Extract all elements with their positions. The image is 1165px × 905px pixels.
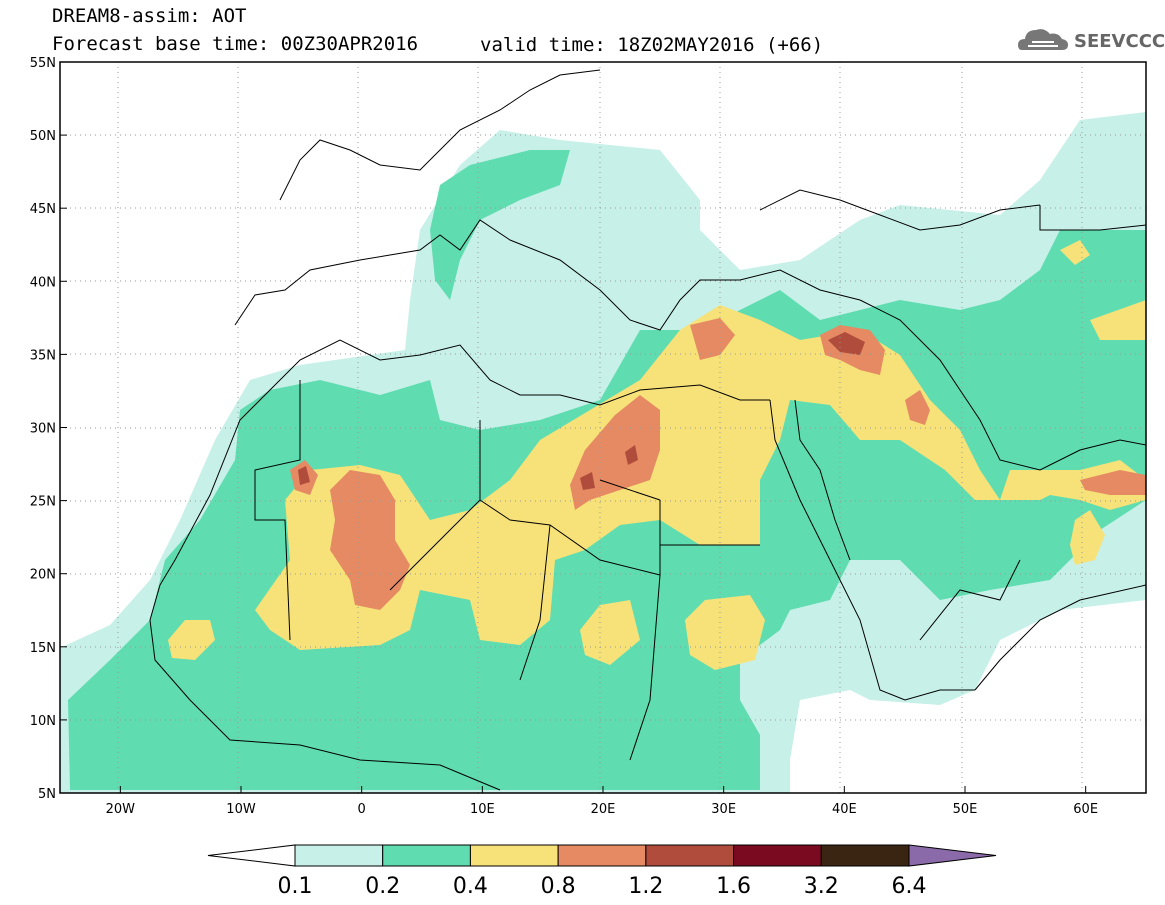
lon-tick-label: 10W [226, 802, 256, 817]
lat-tick-label: 10N [30, 714, 56, 729]
lat-tick-label: 45N [30, 202, 56, 217]
base-time: Forecast base time: 00Z30APR2016 [52, 33, 419, 55]
aot-field [60, 112, 1146, 793]
lat-tick-label: 20N [30, 568, 56, 583]
lon-tick-label: 40E [832, 802, 857, 817]
colorbar-box [820, 844, 910, 867]
latitude-ticks: 55N 50N 45N 40N 35N 30N 25N 20N 15N 10N 5N [30, 56, 67, 802]
aot-map: 20W 10W 0 10E 20E 30E 40E 50E 60E 55N 50N 45N 40N 35… [30, 56, 1147, 817]
colorbar-label: 0.1 [278, 874, 313, 899]
lat-tick-label: 40N [30, 275, 56, 290]
lon-tick-label: 0 [358, 802, 366, 817]
colorbar-label: 1.6 [716, 874, 751, 899]
lon-tick-label: 60E [1073, 802, 1098, 817]
colorbar-labels: 0.1 0.2 0.4 0.8 1.2 1.6 3.2 6.4 [278, 874, 927, 899]
lat-tick-label: 25N [30, 495, 56, 510]
map-title: DREAM8-assim: AOT [52, 5, 247, 27]
lat-tick-label: 30N [30, 422, 56, 437]
lon-tick-label: 20W [106, 802, 136, 817]
colorbar-label: 0.2 [365, 874, 400, 899]
colorbar-label: 6.4 [892, 874, 927, 899]
colorbar-box [294, 844, 384, 867]
colorbar-label: 1.2 [628, 874, 663, 899]
colorbar-label: 0.8 [541, 874, 576, 899]
colorbar-label: 0.4 [453, 874, 488, 899]
lon-tick-label: 20E [591, 802, 616, 817]
lat-tick-label: 15N [30, 641, 56, 656]
logo-text: SEEVCCC [1074, 31, 1165, 52]
colorbar-boxes [207, 844, 997, 867]
longitude-ticks: 20W 10W 0 10E 20E 30E 40E 50E 60E [106, 786, 1098, 817]
colorbar-box [733, 844, 822, 867]
valid-time: valid time: 18Z02MAY2016 (+66) [480, 34, 824, 56]
graticule [60, 62, 1146, 793]
lat-tick-label: 50N [30, 129, 56, 144]
colorbar-box [382, 844, 471, 867]
lon-tick-label: 10E [470, 802, 495, 817]
colorbar-label: 3.2 [804, 874, 839, 899]
lat-tick-label: 5N [38, 787, 56, 802]
colorbar-box [645, 844, 735, 867]
lon-tick-label: 50E [953, 802, 978, 817]
colorbar-high-arrow [908, 844, 997, 867]
cloud-icon [1018, 29, 1068, 50]
colorbar-box [469, 844, 559, 867]
colorbar-low-arrow [207, 844, 296, 867]
colorbar-box [557, 844, 647, 867]
lon-tick-label: 30E [711, 802, 736, 817]
lat-tick-label: 35N [30, 348, 56, 363]
coastlines [149, 69, 1146, 791]
lat-tick-label: 55N [30, 56, 56, 71]
